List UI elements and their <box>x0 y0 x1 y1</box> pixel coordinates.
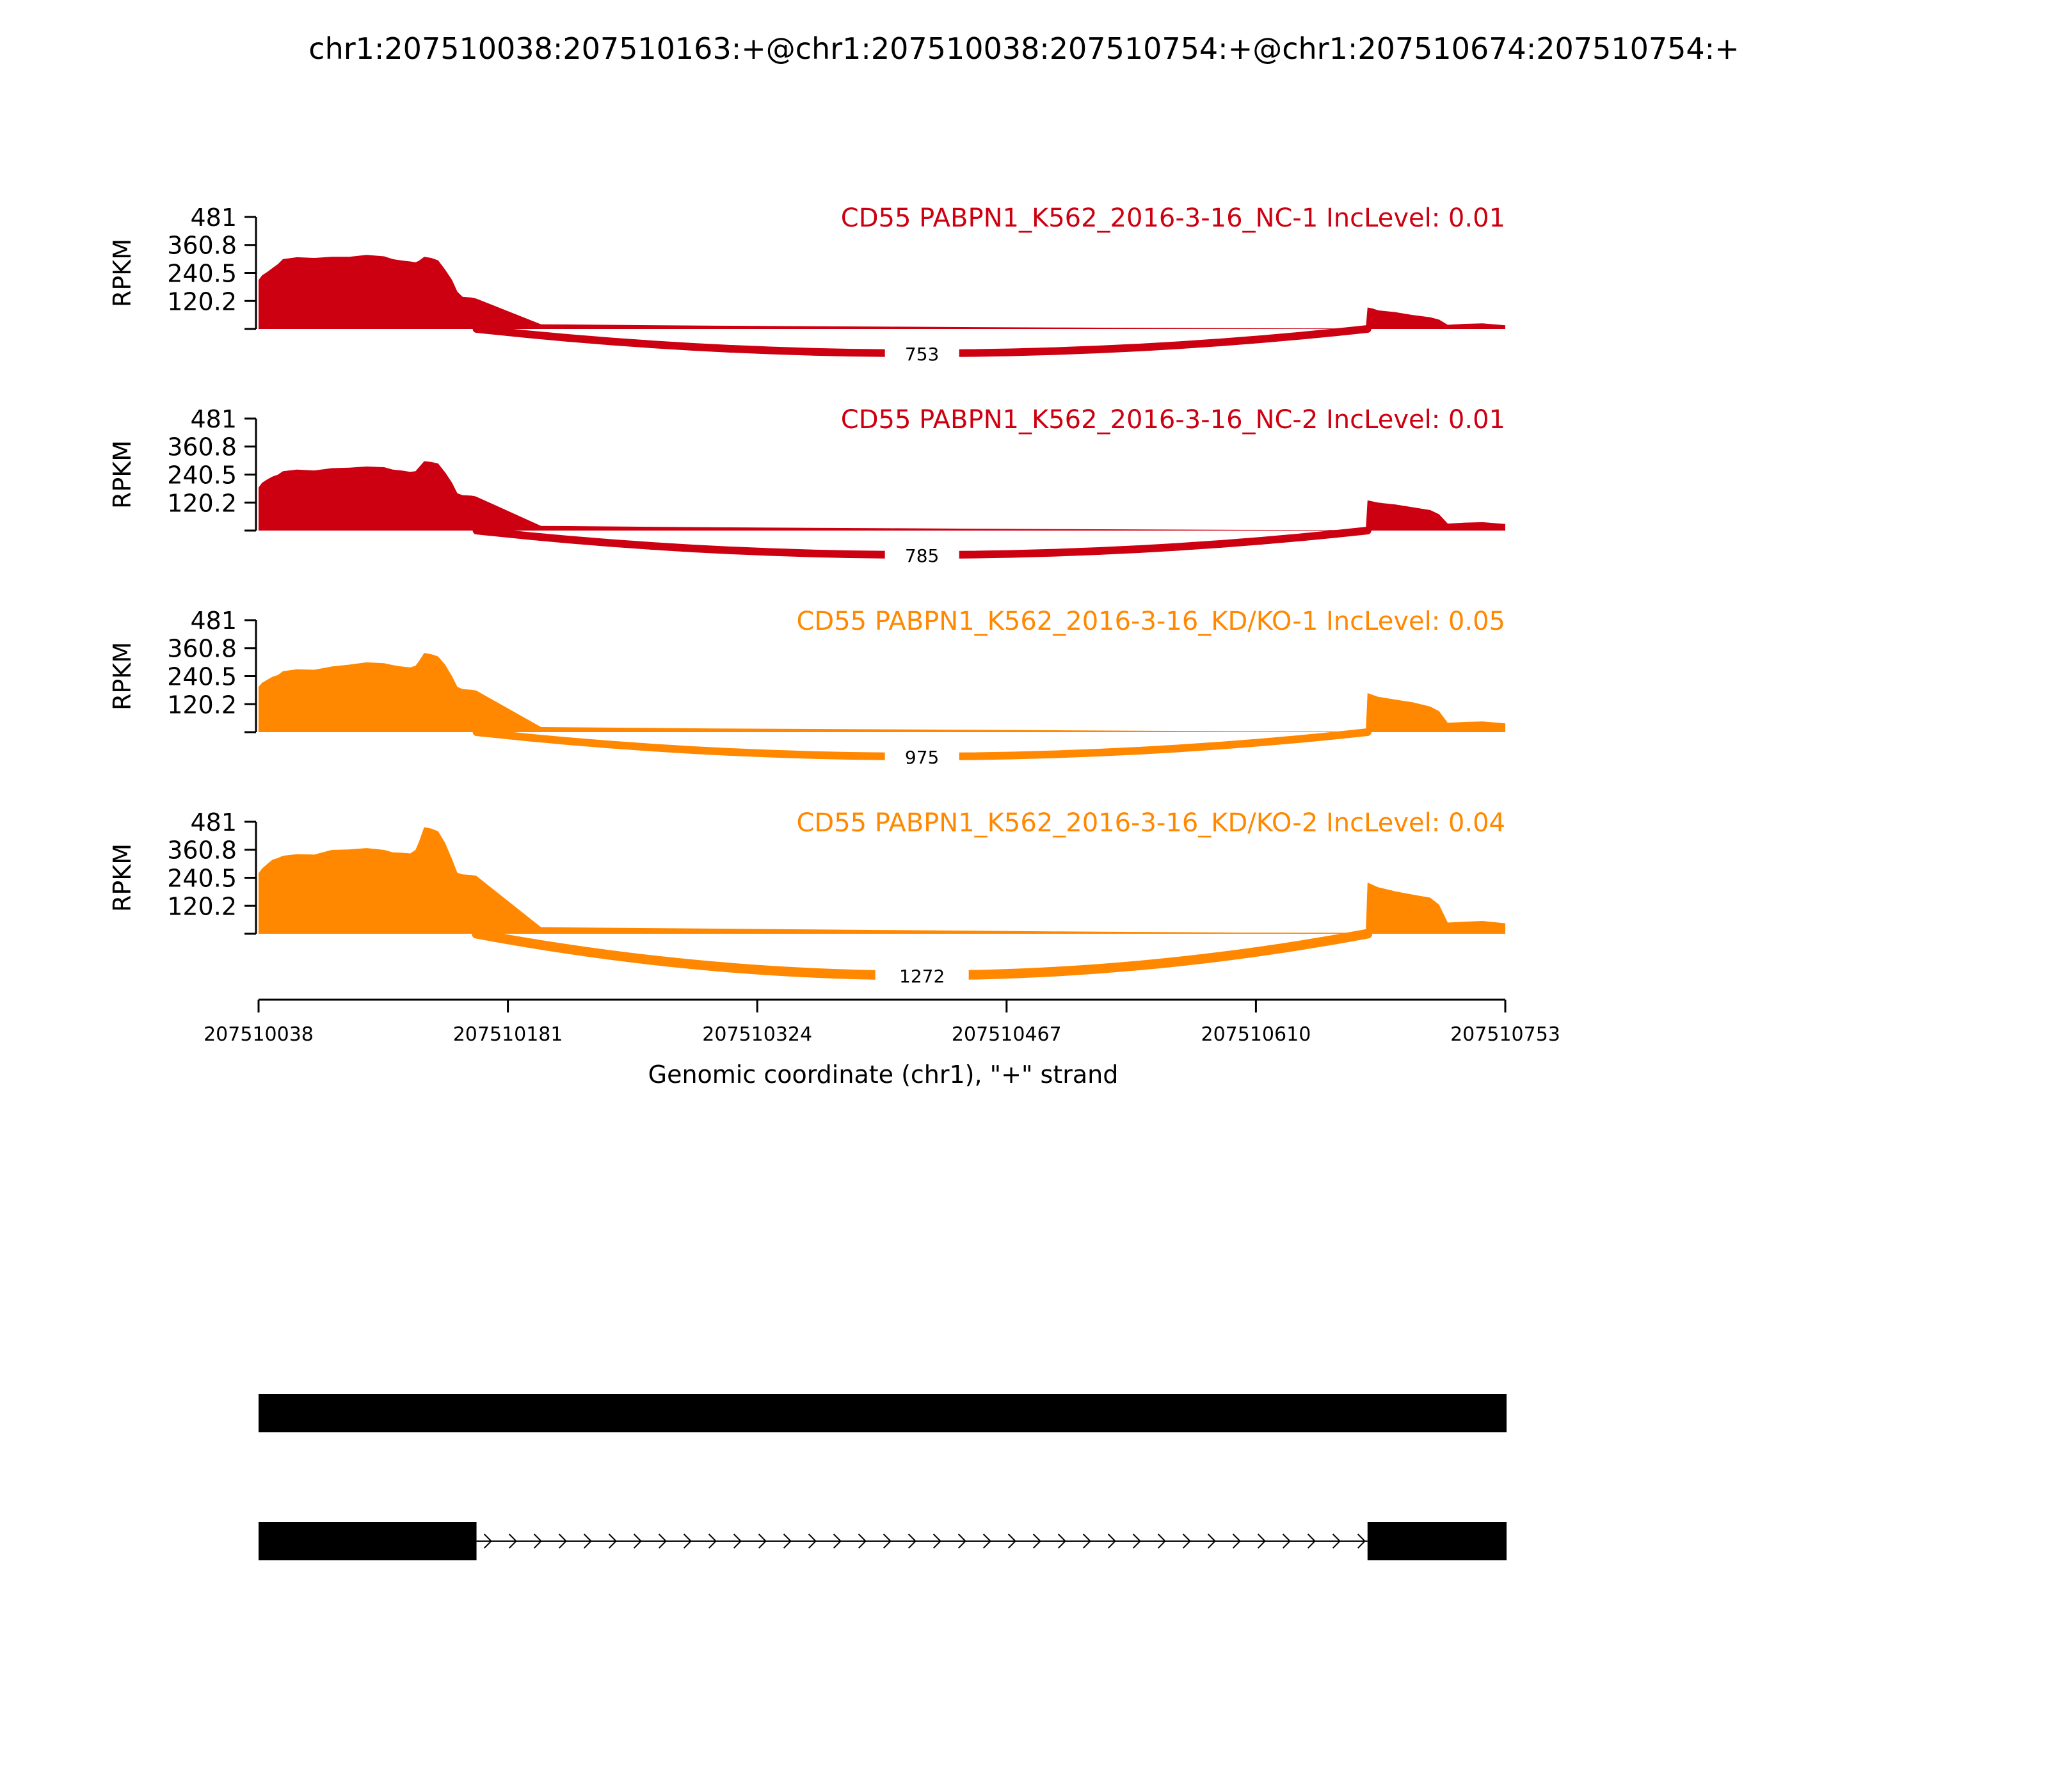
strand-arrow <box>1082 1533 1091 1549</box>
y-tick-label: 120.2 <box>167 489 237 517</box>
strand-arrow <box>658 1533 667 1549</box>
y-tick-label: 120.2 <box>167 691 237 719</box>
y-tick-label: 120.2 <box>167 892 237 920</box>
junction-label-bg <box>884 742 959 771</box>
y-tick-label: 360.8 <box>167 232 237 260</box>
strand-arrow <box>608 1533 617 1549</box>
strand-arrow <box>883 1533 892 1549</box>
strand-arrow <box>932 1533 941 1549</box>
y-tick-label: 481 <box>190 405 237 433</box>
strand-arrow <box>1157 1533 1166 1549</box>
y-axis-label: RPKM <box>108 844 136 912</box>
y-tick-label: 481 <box>190 607 237 635</box>
y-tick-label: 240.5 <box>167 260 237 288</box>
strand-arrow <box>1307 1533 1316 1549</box>
strand-arrow <box>1357 1533 1366 1549</box>
exon-block <box>259 1394 1507 1432</box>
strand-arrow <box>783 1533 792 1549</box>
x-axis-label: Genomic coordinate (chr1), "+" strand <box>648 1060 1119 1089</box>
coverage-area <box>259 255 1505 329</box>
strand-arrow <box>633 1533 642 1549</box>
transcript-2 <box>259 1522 1507 1560</box>
track-title: CD55 PABPN1_K562_2016-3-16_NC-1 IncLevel… <box>841 204 1505 233</box>
strand-arrow <box>1032 1533 1041 1549</box>
junction-count: 1272 <box>899 966 945 987</box>
strand-arrow <box>758 1533 767 1549</box>
coverage-area <box>259 827 1505 934</box>
transcript-1 <box>259 1394 1507 1432</box>
track-title: CD55 PABPN1_K562_2016-3-16_NC-2 IncLevel… <box>841 405 1505 435</box>
strand-arrow <box>508 1533 517 1549</box>
y-tick-label: 360.8 <box>167 433 237 461</box>
y-tick-label: 360.8 <box>167 836 237 865</box>
exon-block <box>259 1522 477 1560</box>
strand-arrow <box>908 1533 916 1549</box>
exon-block <box>1367 1522 1507 1560</box>
x-tick-label: 207510181 <box>453 1023 563 1046</box>
junction-count: 975 <box>905 747 939 768</box>
strand-arrow <box>1132 1533 1141 1549</box>
y-tick-label: 481 <box>190 808 237 836</box>
coverage-area <box>259 653 1505 732</box>
x-tick-label: 207510324 <box>702 1023 812 1046</box>
x-tick-label: 207510467 <box>952 1023 1062 1046</box>
x-tick-label: 207510038 <box>204 1023 314 1046</box>
strand-arrow <box>1332 1533 1341 1549</box>
strand-arrow <box>558 1533 567 1549</box>
strand-arrow <box>1232 1533 1241 1549</box>
strand-arrow <box>483 1533 492 1549</box>
y-tick-label: 240.5 <box>167 663 237 691</box>
track-title: CD55 PABPN1_K562_2016-3-16_KD/KO-2 IncLe… <box>796 808 1505 838</box>
strand-arrow <box>833 1533 842 1549</box>
strand-arrow <box>808 1533 817 1549</box>
y-axis-label: RPKM <box>108 440 136 509</box>
strand-arrow <box>1257 1533 1266 1549</box>
strand-arrow <box>683 1533 692 1549</box>
strand-arrow <box>1182 1533 1191 1549</box>
y-tick-label: 240.5 <box>167 461 237 490</box>
plot-title: chr1:207510038:207510163:+@chr1:20751003… <box>308 31 1739 66</box>
strand-arrow <box>1207 1533 1216 1549</box>
track-title: CD55 PABPN1_K562_2016-3-16_KD/KO-1 IncLe… <box>796 607 1505 636</box>
junction-count: 753 <box>905 344 939 365</box>
strand-arrow <box>957 1533 966 1549</box>
x-axis: 207510038 207510181 207510324 207510467 2075… <box>204 998 1560 1046</box>
coverage-area <box>259 461 1505 531</box>
y-tick-label: 240.5 <box>167 865 237 893</box>
junction-count: 785 <box>905 545 939 566</box>
x-tick-label: 207510610 <box>1201 1023 1311 1046</box>
y-tick-label: 120.2 <box>167 287 237 316</box>
strand-arrow <box>982 1533 991 1549</box>
y-tick-label: 481 <box>190 204 237 232</box>
y-axis-label: RPKM <box>108 239 136 307</box>
junction-label-bg <box>884 541 959 569</box>
strand-arrow <box>858 1533 867 1549</box>
transcript-models <box>259 1394 1507 1560</box>
strand-arrow <box>733 1533 742 1549</box>
x-tick-label: 207510753 <box>1450 1023 1560 1046</box>
strand-arrow <box>583 1533 592 1549</box>
y-axis-label: RPKM <box>108 642 136 710</box>
strand-arrow <box>1007 1533 1016 1549</box>
strand-arrow <box>533 1533 542 1549</box>
strand-arrow <box>1107 1533 1116 1549</box>
strand-arrow <box>1057 1533 1066 1549</box>
strand-arrow <box>1282 1533 1291 1549</box>
junction-label-bg <box>884 339 959 367</box>
junction-label-bg <box>875 961 969 989</box>
y-tick-label: 360.8 <box>167 635 237 663</box>
strand-arrow <box>708 1533 717 1549</box>
